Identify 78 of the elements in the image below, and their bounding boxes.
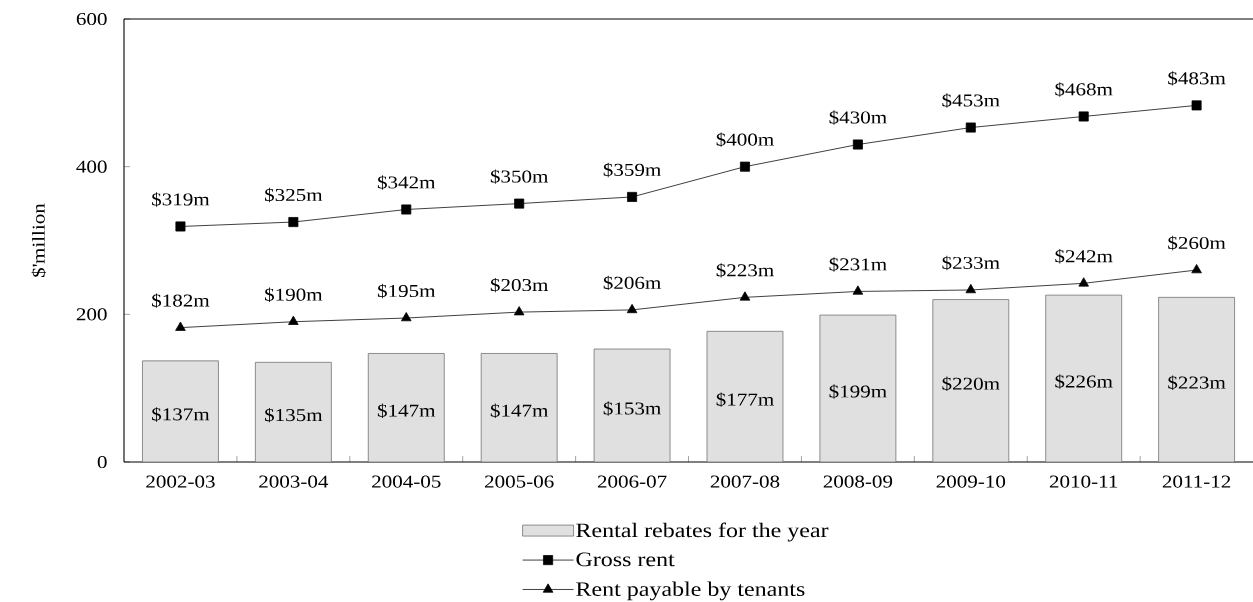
x-tick-label: 2004-05 xyxy=(372,475,441,488)
data-label: $153m xyxy=(603,401,661,416)
x-tick-label: 2007-08 xyxy=(710,475,780,488)
data-label: $342m xyxy=(377,175,436,190)
legend-label: Rent payable by tenants xyxy=(576,581,805,601)
data-label: $147m xyxy=(377,403,436,418)
data-label: $147m xyxy=(490,403,549,418)
data-label: $231m xyxy=(829,257,887,272)
point xyxy=(175,321,186,331)
data-label: $223m xyxy=(1168,375,1226,390)
data-label: $233m xyxy=(942,255,1000,271)
point xyxy=(1191,264,1202,274)
point xyxy=(401,312,412,322)
bar xyxy=(593,348,671,463)
data-label: $430m xyxy=(829,110,887,125)
data-label: $468m xyxy=(1055,82,1113,97)
x-tick-label: 2011-12 xyxy=(1162,475,1231,488)
bar xyxy=(1045,294,1123,463)
point xyxy=(740,161,750,172)
data-label: $350m xyxy=(490,169,549,184)
y-tick-label: 0 xyxy=(97,455,107,469)
data-label: $195m xyxy=(377,283,436,299)
point xyxy=(1191,100,1202,111)
bar xyxy=(480,353,558,463)
bar xyxy=(367,353,445,463)
x-tick-label: 2003-04 xyxy=(259,475,329,488)
legend-label: Gross rent xyxy=(576,552,675,567)
bar xyxy=(142,360,219,463)
data-label: $319m xyxy=(152,192,210,207)
data-label: $400m xyxy=(716,132,774,147)
point xyxy=(288,217,299,228)
x-tick-label: 2005-06 xyxy=(484,475,554,488)
point xyxy=(175,221,186,232)
point xyxy=(1078,277,1089,287)
bar xyxy=(819,314,897,463)
bar xyxy=(932,299,1010,463)
data-label: $223m xyxy=(716,263,774,278)
data-label: $242m xyxy=(1055,249,1113,264)
point xyxy=(401,204,412,215)
y-axis-title: $'million xyxy=(31,203,46,277)
point xyxy=(626,303,638,314)
data-label: $206m xyxy=(603,275,661,291)
data-label: $260m xyxy=(1168,235,1226,251)
data-label: $325m xyxy=(265,187,323,203)
point xyxy=(852,285,864,295)
data-label: $483m xyxy=(1168,71,1226,86)
point xyxy=(965,283,977,294)
data-label: $203m xyxy=(490,277,549,293)
data-label: $226m xyxy=(1055,374,1113,389)
y-tick-label: 200 xyxy=(76,308,107,321)
bar xyxy=(254,361,332,463)
data-label: $137m xyxy=(152,407,210,422)
data-label: $182m xyxy=(152,293,210,308)
y-tick-label: 600 xyxy=(76,12,107,26)
x-tick-label: 2002-03 xyxy=(146,475,215,488)
point xyxy=(288,315,299,325)
data-label: $135m xyxy=(265,407,323,423)
point xyxy=(627,191,638,202)
data-label: $177m xyxy=(716,392,774,407)
x-tick-label: 2010-11 xyxy=(1049,475,1118,488)
x-tick-label: 2008-09 xyxy=(823,475,893,488)
bar xyxy=(706,330,784,463)
x-tick-label: 2006-07 xyxy=(597,475,667,488)
point xyxy=(965,122,976,133)
data-label: $453m xyxy=(942,93,1000,108)
point xyxy=(514,198,525,209)
y-tick-label: 400 xyxy=(76,160,107,173)
point xyxy=(513,306,525,316)
data-label: $220m xyxy=(942,376,1000,391)
legend-label: Rental rebates for the year xyxy=(576,522,829,542)
point xyxy=(852,139,863,150)
data-label: $359m xyxy=(603,162,661,178)
data-label: $199m xyxy=(829,384,887,399)
point xyxy=(739,291,751,301)
x-tick-label: 2009-10 xyxy=(936,475,1006,488)
bar xyxy=(1158,296,1235,463)
point xyxy=(1078,111,1089,122)
data-label: $190m xyxy=(265,287,323,302)
